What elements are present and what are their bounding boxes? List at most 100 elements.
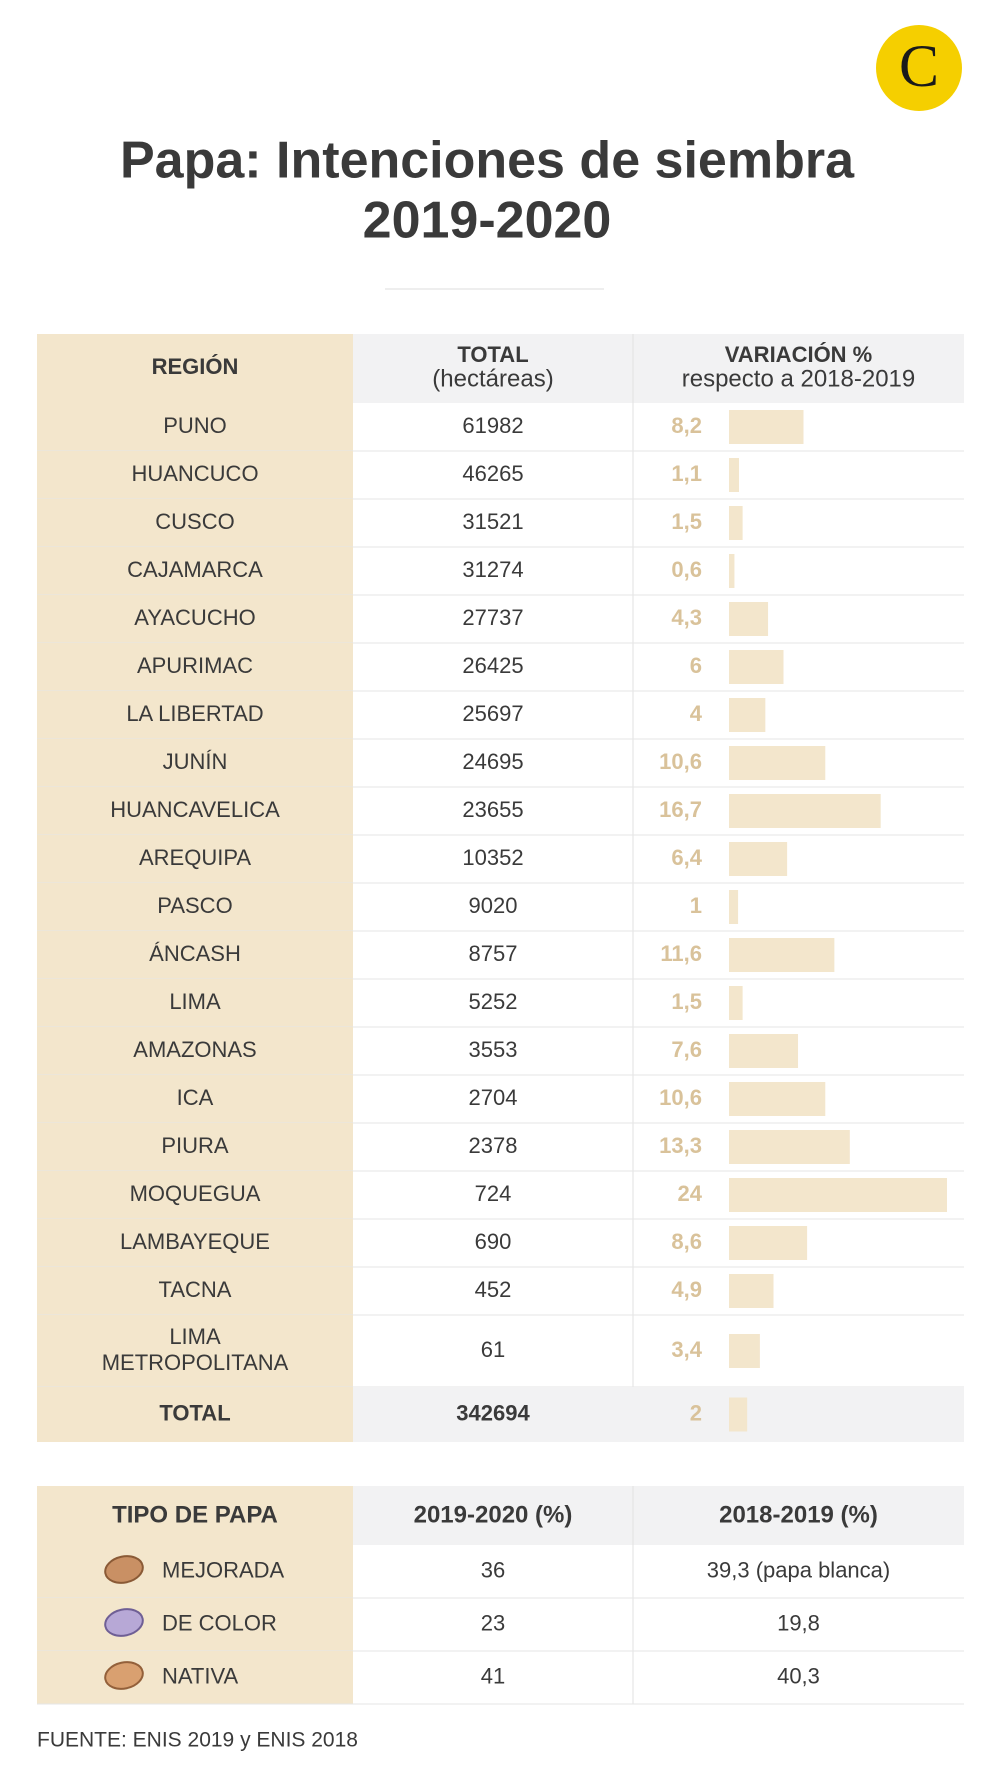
variation-bar [729, 746, 826, 780]
total: 24695 [462, 749, 523, 774]
variation-label: 2 [690, 1400, 702, 1425]
variation-label: 16,7 [659, 797, 702, 822]
total-row-bg [353, 1387, 964, 1442]
variation-label: 11,6 [660, 941, 702, 966]
variation-bar [729, 602, 769, 636]
region-cell [37, 787, 353, 835]
variation-bar [729, 986, 743, 1020]
header-bg [353, 334, 964, 403]
variation-bar [729, 650, 784, 684]
variation-label: 1 [690, 893, 702, 918]
title: 2019-2020 [363, 192, 612, 250]
region-cell [37, 451, 353, 499]
region-cell [37, 1315, 353, 1387]
region: ÁNCASH [149, 941, 241, 966]
header-cell: TIPO DE PAPA [112, 1501, 278, 1528]
region-cell [37, 739, 353, 787]
logo-circle [876, 25, 962, 111]
region: PIURA [161, 1133, 229, 1158]
variation-bar [729, 1334, 760, 1368]
region-cell [37, 595, 353, 643]
region: TOTAL [159, 1400, 230, 1425]
header-cell: 2019-2020 (%) [414, 1501, 573, 1528]
variation-label: 10,6 [659, 749, 702, 774]
table: REGIÓN TOTAL(hectáreas)VARIACIÓN %respect… [37, 334, 964, 1442]
region: HUANCAVELICA [110, 797, 280, 822]
types-table: TIPO DE PAPA 2019-2020 (%) 2018-2019 (%) ME… [37, 1486, 964, 1705]
total: 61 [481, 1337, 505, 1362]
region-cell [37, 691, 353, 739]
pct: 40,3 [777, 1663, 820, 1688]
variation-label: 4,3 [671, 605, 702, 630]
region-cell [37, 643, 353, 691]
total: 9020 [469, 893, 518, 918]
type-name: NATIVA [162, 1663, 239, 1688]
region-header-bg [37, 1486, 353, 1545]
variation-label: 7,6 [671, 1037, 702, 1062]
region: CAJAMARCA [127, 557, 263, 582]
variation-label: 6,4 [671, 845, 702, 870]
variation-label: 13,3 [659, 1133, 702, 1158]
total: 2378 [469, 1133, 518, 1158]
total: 61982 [462, 413, 523, 438]
total: 8757 [469, 941, 518, 966]
type-name: MEJORADA [162, 1557, 285, 1582]
variation-label: 24 [678, 1181, 703, 1206]
variation-label: 4 [690, 701, 703, 726]
region: TACNA [159, 1277, 232, 1302]
region: APURIMAC [137, 653, 253, 678]
variation-bar [729, 410, 804, 444]
region: LA LIBERTAD [126, 701, 263, 726]
variation-label: 4,9 [671, 1277, 702, 1302]
header-cell: REGIÓN [152, 354, 239, 379]
variation-bar [729, 890, 739, 924]
pct: 23 [481, 1610, 505, 1635]
potato-icon [104, 1555, 144, 1584]
variation-bar [729, 1034, 799, 1068]
potato-icon [104, 1608, 144, 1637]
region: AMAZONAS [133, 1037, 256, 1062]
variation-label: 8,2 [671, 413, 702, 438]
region-cell [37, 835, 353, 883]
region-cell [37, 1075, 353, 1123]
source: FUENTE: ENIS 2019 y ENIS 2018 [37, 1729, 358, 1752]
potato-icon [104, 1661, 144, 1690]
region: AREQUIPA [139, 845, 251, 870]
region: LAMBAYEQUE [120, 1229, 270, 1254]
region: PUNO [163, 413, 227, 438]
region: ICA [177, 1085, 214, 1110]
region-header-bg [37, 334, 353, 403]
region-cell [37, 499, 353, 547]
variation-label: 1,5 [671, 989, 702, 1014]
variation-label: 10,6 [659, 1085, 702, 1110]
region-cell [37, 883, 353, 931]
variation-bar [729, 794, 881, 828]
header-cell: 2018-2019 (%) [719, 1501, 878, 1528]
total: 724 [475, 1181, 512, 1206]
region: LIMA [169, 1324, 221, 1349]
variation-label: 0,6 [671, 557, 702, 582]
region: METROPOLITANA [102, 1350, 289, 1375]
region: AYACUCHO [134, 605, 255, 630]
region-cell [37, 931, 353, 979]
total: 10352 [462, 845, 523, 870]
header-cell: VARIACIÓN % [725, 342, 873, 367]
pct: 36 [481, 1557, 505, 1582]
total: 2704 [469, 1085, 518, 1110]
region-cell [37, 1387, 353, 1442]
pct: 19,8 [777, 1610, 820, 1635]
variation-label: 6 [690, 653, 702, 678]
total: 31274 [462, 557, 523, 582]
variation-bar [729, 1130, 850, 1164]
region-cell [37, 1123, 353, 1171]
type-cell [37, 1651, 353, 1704]
logo: C [899, 33, 939, 99]
total: 46265 [462, 461, 523, 486]
total: 23655 [462, 797, 523, 822]
region-cell [37, 1267, 353, 1315]
variation-label: 8,6 [671, 1229, 702, 1254]
region: HUANCUCO [131, 461, 258, 486]
region-cell [37, 1171, 353, 1219]
region: MOQUEGUA [130, 1181, 261, 1206]
